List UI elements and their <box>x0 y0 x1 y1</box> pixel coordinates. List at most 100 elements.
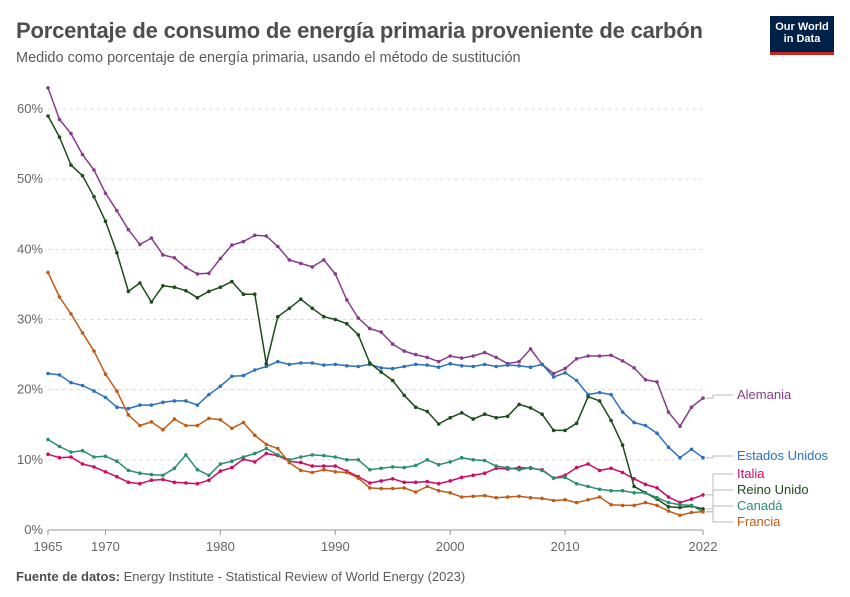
data-point <box>643 491 648 495</box>
label-connector <box>706 394 733 399</box>
data-point <box>253 460 257 464</box>
data-point <box>80 152 85 157</box>
y-tick-label: 30% <box>17 312 43 327</box>
data-point <box>69 131 73 136</box>
data-point <box>46 452 50 457</box>
series-line[interactable] <box>47 438 704 513</box>
data-point <box>551 371 556 376</box>
data-point <box>103 395 108 400</box>
data-point <box>689 405 694 410</box>
data-point <box>471 354 476 358</box>
data-point <box>287 306 292 311</box>
owid-logo[interactable]: Our World in Data <box>770 16 834 55</box>
data-point <box>126 480 131 485</box>
data-point <box>597 399 602 403</box>
data-point <box>402 480 407 485</box>
data-point <box>276 244 280 249</box>
data-point <box>471 364 476 369</box>
data-point <box>138 242 142 247</box>
data-point <box>482 471 487 476</box>
data-point <box>609 418 613 423</box>
data-point <box>218 384 223 389</box>
data-point <box>184 481 188 485</box>
data-point <box>207 473 211 478</box>
data-point <box>195 272 200 276</box>
series-label[interactable]: Canadá <box>737 498 783 513</box>
data-point <box>678 513 682 518</box>
data-point <box>80 448 85 453</box>
data-point <box>333 317 338 322</box>
data-point <box>505 465 510 470</box>
data-point <box>287 460 292 465</box>
data-point <box>299 361 303 365</box>
series-line[interactable] <box>47 272 704 517</box>
chart-title: Porcentaje de consumo de energía primari… <box>16 18 703 43</box>
data-point <box>126 468 131 473</box>
data-point <box>276 453 280 457</box>
data-point <box>310 361 315 365</box>
data-point <box>57 455 62 460</box>
data-point <box>402 486 407 490</box>
data-point <box>138 481 142 486</box>
data-point <box>322 467 326 472</box>
series-label[interactable]: Alemania <box>737 387 792 402</box>
data-point <box>92 465 96 469</box>
series-line[interactable] <box>47 360 704 459</box>
data-point <box>666 445 671 450</box>
data-point <box>253 433 257 438</box>
data-point <box>80 331 85 335</box>
data-point <box>241 292 246 297</box>
data-point <box>138 423 142 428</box>
data-point <box>505 495 510 499</box>
y-tick-label: 0% <box>24 522 43 537</box>
data-point <box>574 481 579 486</box>
data-point <box>69 380 73 385</box>
data-point <box>482 458 487 463</box>
data-point <box>241 420 246 425</box>
data-point <box>643 423 648 428</box>
data-point <box>172 480 177 485</box>
data-point <box>655 503 659 508</box>
source-text: Energy Institute - Statistical Review of… <box>123 569 466 584</box>
data-point <box>620 470 625 475</box>
data-point <box>92 455 96 459</box>
data-point <box>701 510 705 514</box>
data-point <box>701 455 705 460</box>
data-point <box>57 135 62 139</box>
data-point <box>115 474 119 479</box>
data-point <box>379 486 384 491</box>
series-line[interactable] <box>47 452 704 504</box>
data-point <box>241 239 246 244</box>
source-note: Fuente de datos: Energy Institute - Stat… <box>16 569 465 584</box>
series-label[interactable]: Reino Unido <box>737 482 809 497</box>
data-point <box>184 453 188 457</box>
data-point <box>161 473 165 478</box>
data-point <box>586 498 590 502</box>
series-line[interactable] <box>47 115 704 510</box>
data-point <box>390 465 395 469</box>
data-point <box>528 347 533 351</box>
series-label[interactable]: Italia <box>737 466 765 481</box>
data-point <box>689 447 694 452</box>
data-point <box>390 366 395 371</box>
data-point <box>69 312 73 316</box>
data-point <box>299 261 303 266</box>
data-point <box>505 363 510 367</box>
label-connector <box>706 511 733 523</box>
data-point <box>345 458 349 462</box>
data-point <box>666 495 671 499</box>
data-point <box>46 437 50 442</box>
data-point <box>138 403 142 407</box>
data-point <box>126 413 131 417</box>
data-point <box>425 355 430 360</box>
axis-labels: 0% 10% 20% 30% 40% 50% 60% 1965 1970 1980 1990 2000… <box>17 101 717 554</box>
series-label[interactable]: Estados Unidos <box>737 448 829 463</box>
data-point <box>528 406 533 410</box>
series-line[interactable] <box>47 87 704 427</box>
data-point <box>57 295 62 299</box>
series-label[interactable]: Francia <box>737 514 781 529</box>
data-point <box>517 364 521 368</box>
y-tick-label: 40% <box>17 241 43 256</box>
data-point <box>333 470 338 474</box>
data-point <box>241 373 246 378</box>
